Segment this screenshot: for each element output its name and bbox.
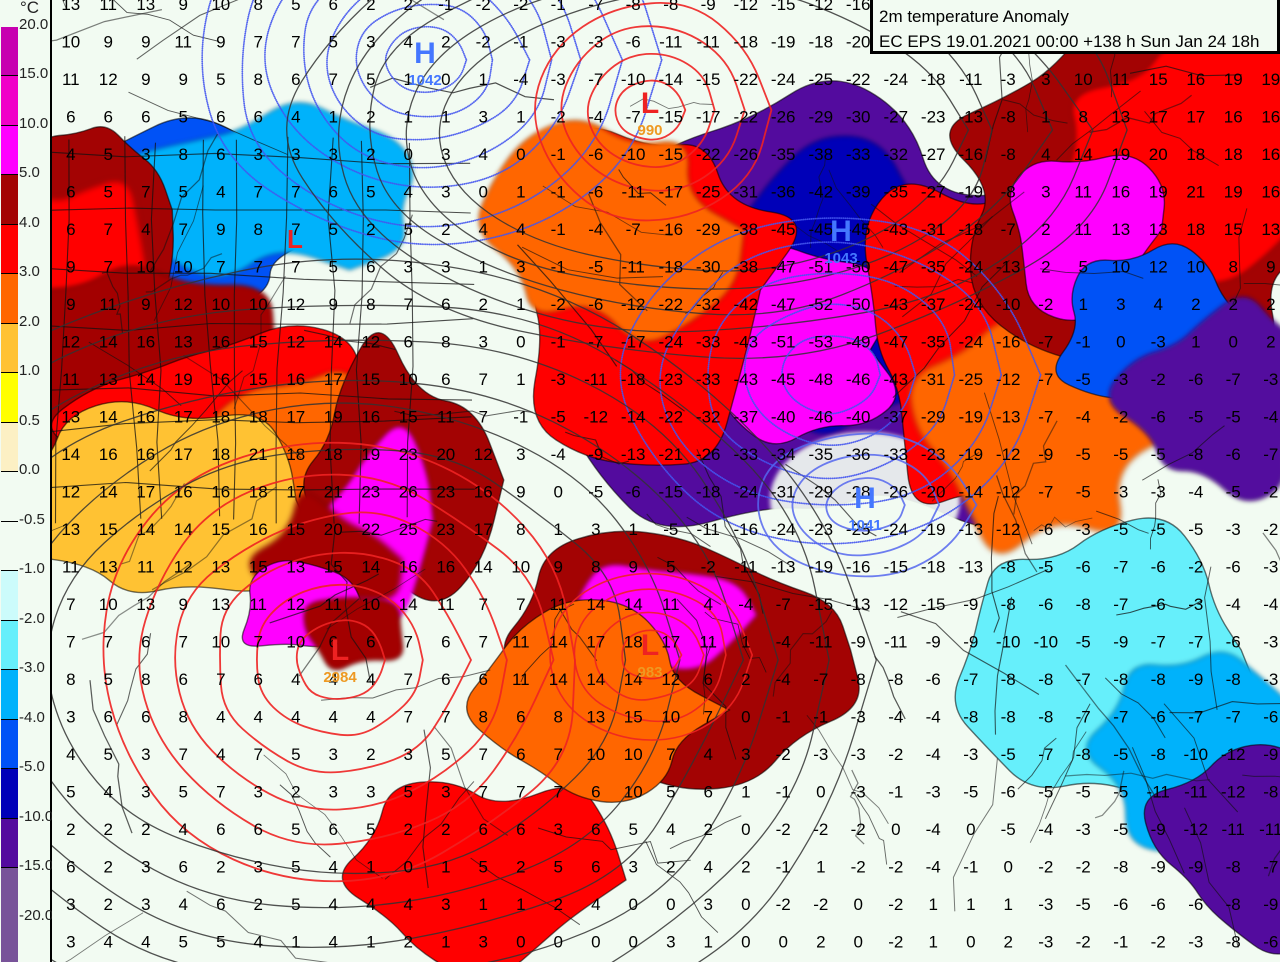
svg-text:2984: 2984: [323, 669, 357, 686]
svg-text:1041: 1041: [848, 517, 881, 534]
svg-text:983: 983: [637, 664, 662, 681]
svg-text:990: 990: [637, 122, 662, 139]
svg-text:H: H: [830, 215, 852, 248]
svg-text:L: L: [641, 87, 659, 120]
svg-text:H: H: [854, 482, 876, 515]
svg-text:L: L: [287, 224, 303, 254]
svg-text:L: L: [331, 634, 349, 667]
svg-text:1042: 1042: [408, 72, 441, 89]
svg-text:L: L: [641, 629, 659, 662]
svg-text:1043: 1043: [824, 250, 857, 267]
svg-text:H: H: [414, 37, 436, 70]
